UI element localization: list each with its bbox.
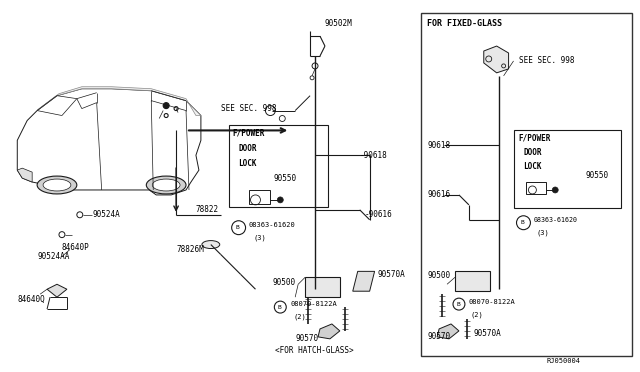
Text: F/POWER: F/POWER (518, 134, 551, 143)
Text: DOOR: DOOR (524, 148, 542, 157)
Circle shape (552, 187, 558, 193)
Text: LOCK: LOCK (239, 159, 257, 168)
Text: RJ050004: RJ050004 (547, 358, 580, 364)
Ellipse shape (152, 179, 180, 191)
Text: 08070-8122A: 08070-8122A (290, 301, 337, 307)
Circle shape (163, 103, 169, 109)
Text: F/POWER: F/POWER (233, 129, 265, 138)
Text: (2): (2) (293, 314, 306, 320)
Text: SEE SEC. 998: SEE SEC. 998 (221, 104, 276, 113)
Circle shape (277, 197, 284, 203)
Text: <FOR HATCH-GLASS>: <FOR HATCH-GLASS> (275, 346, 354, 355)
Text: 90618: 90618 (427, 141, 451, 150)
Text: -90616: -90616 (365, 210, 392, 219)
Text: 90502M: 90502M (325, 19, 353, 28)
Text: 90524A: 90524A (93, 210, 120, 219)
Text: B: B (277, 305, 281, 310)
Text: 84640P: 84640P (62, 243, 90, 252)
Text: (3): (3) (536, 230, 549, 236)
Text: 08363-61620: 08363-61620 (533, 217, 577, 223)
Text: DOOR: DOOR (239, 144, 257, 153)
Polygon shape (353, 271, 374, 291)
Text: 90550: 90550 (586, 171, 609, 180)
Polygon shape (17, 168, 32, 182)
Text: 90500: 90500 (273, 278, 296, 287)
Text: 90616: 90616 (427, 190, 451, 199)
Text: (3): (3) (253, 234, 266, 241)
Ellipse shape (147, 176, 186, 194)
Text: SEE SEC. 998: SEE SEC. 998 (518, 57, 574, 65)
Ellipse shape (43, 179, 71, 191)
Text: B: B (236, 225, 239, 230)
Polygon shape (318, 324, 340, 339)
Polygon shape (484, 46, 509, 73)
Text: 90570: 90570 (427, 332, 451, 341)
Text: B: B (456, 302, 460, 307)
Polygon shape (47, 284, 67, 297)
Text: 90500: 90500 (427, 271, 451, 280)
Text: 90570A: 90570A (378, 270, 405, 279)
Bar (248, 190, 270, 204)
Polygon shape (17, 89, 201, 195)
Ellipse shape (202, 241, 220, 248)
Text: LOCK: LOCK (524, 162, 542, 171)
Text: -90618: -90618 (360, 151, 387, 160)
Text: B: B (520, 220, 524, 225)
Text: 90570A: 90570A (474, 329, 502, 339)
Text: (2): (2) (471, 312, 484, 318)
Text: 78822: 78822 (196, 205, 219, 214)
Text: FOR FIXED-GLASS: FOR FIXED-GLASS (427, 19, 502, 28)
Bar (513, 131, 621, 208)
Text: 90570: 90570 (295, 334, 318, 343)
Polygon shape (37, 87, 201, 116)
Bar (421, 13, 632, 356)
Text: 90550: 90550 (273, 174, 296, 183)
Bar (527, 182, 547, 194)
Bar (305, 277, 340, 297)
Ellipse shape (37, 176, 77, 194)
Text: 08363-61620: 08363-61620 (248, 222, 295, 228)
Text: 84640Q: 84640Q (17, 295, 45, 304)
Text: 08070-8122A: 08070-8122A (469, 299, 516, 305)
Text: 78826M: 78826M (176, 245, 204, 254)
Text: 90524AA: 90524AA (37, 252, 70, 261)
Polygon shape (437, 324, 459, 339)
Bar (228, 125, 328, 207)
Bar (455, 271, 490, 291)
